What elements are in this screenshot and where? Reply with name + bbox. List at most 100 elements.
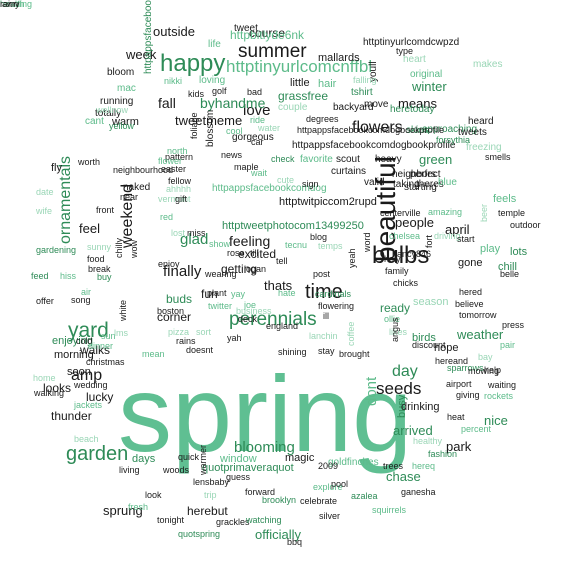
word-foliage: foliage [189,112,199,139]
word-flower: flower [158,156,183,166]
word-healthy: healthy [413,436,443,446]
word-bbq: bbq [287,537,303,547]
word-temple: temple [498,208,526,218]
word-family: family [385,266,409,276]
word-bloom: bloom [107,67,135,78]
word-gift: gift [175,194,188,204]
word-hate: hate [278,288,296,298]
word-april: april [445,222,470,237]
word-celebrate: celebrate [300,496,338,506]
word-explore: explore [313,482,343,492]
word-wait: wait [251,168,268,178]
word-lost: lost [171,228,186,238]
word-water: water [258,123,281,133]
word-business: business [236,306,272,316]
word-jackets: jackets [74,400,103,410]
word-mean: mean [142,349,165,359]
word-sun: sun [101,331,116,341]
word-tweet: tweet [234,23,258,34]
word-curtains: curtains [331,166,367,177]
word-sort: sort [196,327,212,337]
word-deck: deck [238,314,258,324]
word-ganesha: ganesha [401,487,436,497]
word-press: press [502,320,525,330]
word-health: health [0,0,25,9]
word-heavy: heavy [375,154,402,165]
word-rains: rains [176,336,196,346]
word-approaching: approaching [422,124,478,135]
word-lots: lots [510,246,528,258]
word-officially: officially [255,527,302,542]
word-trees: trees [383,461,404,471]
word-original: original [410,69,443,80]
word-wearing: wearing [205,269,237,279]
word-lanchin: lanchin [309,331,338,341]
word-dont: dont [363,376,380,406]
word-window: window [220,453,257,465]
word-blossom: blossom [205,109,216,147]
word-day: day [392,363,418,380]
word-blog: blog [310,232,328,242]
word-favorite: favorite [300,154,333,165]
word-happy: happy [160,50,226,77]
word-time: time [305,281,343,303]
word-yah: yah [227,333,242,343]
word-tweets: tweets [458,127,487,138]
word-song: song [71,295,91,305]
word-cant: cant [85,116,104,127]
word-help: help [484,365,502,375]
word-thunder: thunder [51,409,92,423]
word-warmer: warmer [198,444,208,475]
word-hered: hered [459,287,483,297]
word-air: air [81,287,92,297]
word-england: england [266,321,299,331]
word-tshirt: tshirt [351,87,373,98]
word-finally: finally [163,263,202,280]
word-easter: easter [161,164,187,174]
word-corner: corner [157,310,192,324]
word-north: north [167,146,188,156]
word-date: date [36,187,54,197]
word-herebut: herebut [187,504,228,518]
word-chilly: chilly [114,237,124,258]
word-near: near [120,192,139,202]
word-falling: falling [353,75,377,85]
word-front: front [96,205,115,215]
word-wife: wife [36,206,53,216]
word-hair: hair [318,78,337,90]
word-valid: valid [364,177,385,188]
word-start: start [457,234,475,244]
word-httpappsfacebookcomdogbookprofile: httpappsfacebookcomdogbookprofile [297,125,445,135]
word-chicks: chicks [393,278,419,288]
word-outside: outside [153,24,195,39]
word-goldfinches: goldfinches [328,457,379,468]
word-azalea: azalea [351,491,378,501]
word-days: days [132,453,156,465]
word-fall: fall [158,95,176,111]
word-pool: pool [331,479,349,489]
word-glad: glad [180,231,209,248]
word-gone: gone [458,257,483,269]
word-fashion: fashion [428,449,458,459]
word-httpappsfacebookcomdog: httpappsfacebookcomdog [212,183,327,194]
word-watching: watching [246,515,282,525]
word-home: home [33,373,56,383]
word-forward: forward [245,487,276,497]
word-worth: worth [78,157,101,167]
word-neighbourhood: neighbourhood [113,165,174,175]
word-joe: joe [244,300,257,310]
word-loving: loving [199,75,226,86]
word-green: green [419,152,453,167]
word-little: little [290,77,310,89]
word-ahhhh: ahhhh [166,184,192,194]
word-httpbitlyde6nk: httpbitlyde6nk [230,28,305,42]
word-scout: scout [336,154,360,165]
word-yeah: yeah [347,248,357,268]
word-sunny: sunny [87,242,112,252]
word-centerville: centerville [380,208,421,218]
word-byhandme: byhandme [200,95,266,111]
word-fort: fort [424,234,434,248]
word-walks: walks [80,343,111,357]
word-feed: feed [31,271,49,281]
word-holy: holy [384,254,401,264]
